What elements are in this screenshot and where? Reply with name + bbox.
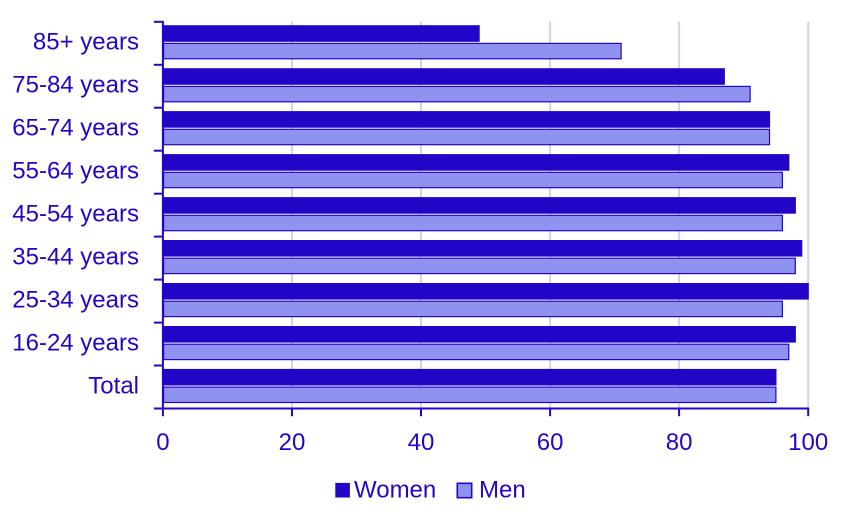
svg-text:40: 40	[408, 429, 435, 456]
svg-text:85+ years: 85+ years	[33, 29, 139, 56]
svg-text:Total: Total	[88, 372, 139, 399]
svg-text:45-54 years: 45-54 years	[12, 201, 139, 228]
svg-text:80: 80	[666, 429, 693, 456]
svg-text:25-34 years: 25-34 years	[12, 287, 139, 314]
svg-text:0: 0	[156, 429, 169, 456]
svg-text:55-64 years: 55-64 years	[12, 158, 139, 185]
svg-text:75-84 years: 75-84 years	[12, 72, 139, 99]
svg-text:35-44 years: 35-44 years	[12, 244, 139, 271]
svg-text:20: 20	[279, 429, 306, 456]
svg-text:100: 100	[788, 429, 828, 456]
svg-text:60: 60	[537, 429, 564, 456]
svg-text:Women: Women	[354, 476, 436, 503]
svg-text:16-24 years: 16-24 years	[12, 330, 139, 357]
svg-text:Men: Men	[479, 476, 526, 503]
svg-text:65-74 years: 65-74 years	[12, 115, 139, 142]
